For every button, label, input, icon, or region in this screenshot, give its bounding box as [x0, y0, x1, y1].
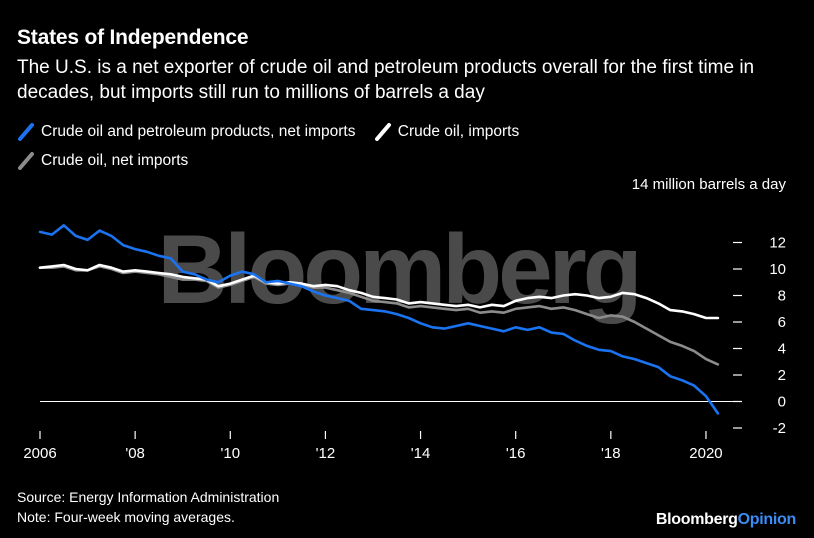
x-tick-label: 2020	[689, 445, 722, 462]
chart-subtitle: The U.S. is a net exporter of crude oil …	[17, 57, 755, 103]
legend-item-crude-imports: Crude oil, imports	[374, 120, 519, 144]
legend-swatch-gray-icon	[17, 152, 35, 170]
legend: Crude oil and petroleum products, net im…	[17, 120, 777, 178]
footer: Source: Energy Information Administratio…	[17, 487, 279, 527]
source-note: Source: Energy Information Administratio…	[17, 489, 280, 505]
y-tick-label: 8	[778, 288, 786, 305]
legend-label-crude-imports: Crude oil, imports	[397, 123, 520, 140]
chart-title: States of Independence	[17, 26, 249, 49]
legend-item-crude-net: Crude oil, net imports	[17, 149, 188, 173]
y-axis-unit-label: 14 million barrels a day	[632, 176, 787, 193]
x-tick-label: '10	[220, 445, 240, 462]
brand-main: Bloomberg	[655, 511, 738, 528]
x-tick-label: '08	[125, 445, 145, 462]
x-tick-label: '12	[316, 445, 336, 462]
y-tick-label: -2	[773, 420, 786, 437]
y-tick-label: 10	[769, 261, 786, 278]
legend-label-net-products: Crude oil and petroleum products, net im…	[41, 123, 356, 140]
series-line-1	[38, 263, 720, 320]
x-tick-label: '14	[411, 445, 431, 462]
brand-accent: Opinion	[737, 511, 797, 528]
bloomberg-opinion-logo: BloombergOpinion	[656, 511, 796, 529]
y-tick-label: 4	[778, 341, 786, 358]
x-tick-label: '18	[601, 445, 621, 462]
series-line-0	[38, 224, 720, 415]
series-line-2	[38, 265, 720, 366]
y-tick-label: 6	[778, 314, 786, 331]
legend-label-crude-net: Crude oil, net imports	[41, 152, 189, 169]
y-tick-label: 12	[769, 235, 786, 252]
y-tick-label: 2	[778, 367, 786, 384]
methodology-note: Note: Four-week moving averages.	[17, 509, 235, 525]
x-tick-label: 2006	[23, 445, 56, 462]
legend-swatch-blue-icon	[17, 123, 35, 141]
legend-item-net-products: Crude oil and petroleum products, net im…	[17, 120, 355, 144]
x-tick-label: '16	[506, 445, 526, 462]
legend-swatch-white-icon	[374, 123, 392, 141]
y-tick-label: 0	[778, 394, 786, 411]
